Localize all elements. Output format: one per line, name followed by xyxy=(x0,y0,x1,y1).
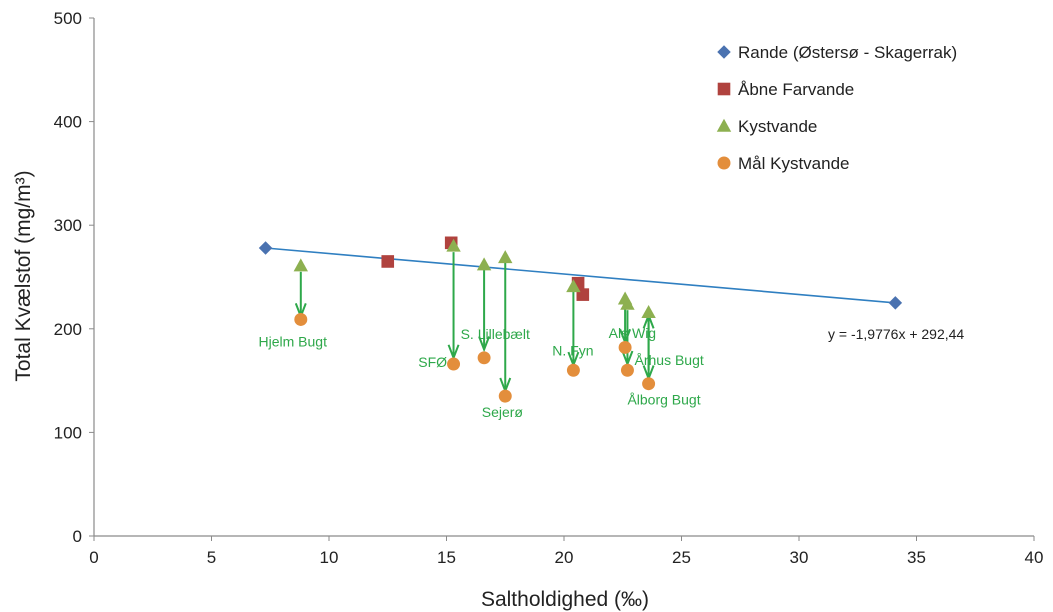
x-tick-label: 30 xyxy=(790,548,809,567)
data-point-circle xyxy=(566,363,580,377)
data-point-circle xyxy=(498,389,512,403)
legend: Rande (Østersø - Skagerrak) Åbne Farvande… xyxy=(716,43,957,173)
y-tick-label: 300 xyxy=(54,216,82,235)
data-point-triangle xyxy=(446,238,461,252)
data-point-circle xyxy=(620,363,634,377)
x-tick-label: 0 xyxy=(89,548,98,567)
data-point-circle xyxy=(642,377,656,391)
x-tick-label: 25 xyxy=(672,548,691,567)
data-point-circle xyxy=(294,312,308,326)
site-labels: Hjelm Bugt SFØ S. Lillebælt Sejerø N. Fyn Als… xyxy=(259,325,704,420)
data-point-diamond xyxy=(888,296,903,310)
arrow-group xyxy=(301,252,649,391)
site-label: SFØ xyxy=(418,354,447,370)
site-label: N. Fyn xyxy=(552,343,593,359)
y-tick-label: 100 xyxy=(54,423,82,442)
legend-label: Åbne Farvande xyxy=(738,80,854,99)
y-tick-label: 200 xyxy=(54,320,82,339)
data-point-circle xyxy=(477,351,491,365)
trendline-equation: y = -1,9776x + 292,44 xyxy=(828,326,964,342)
x-tick-label: 5 xyxy=(207,548,216,567)
x-tick-label: 40 xyxy=(1025,548,1044,567)
trendline xyxy=(265,247,896,304)
site-label: Sejerø xyxy=(482,404,524,420)
data-point-triangle xyxy=(641,305,656,318)
site-label: S. Lillebælt xyxy=(461,326,530,342)
site-label: Als Wig xyxy=(609,325,656,341)
x-tick-label: 15 xyxy=(437,548,456,567)
site-label: Hjelm Bugt xyxy=(259,333,328,349)
data-point-triangle xyxy=(566,279,581,293)
legend-marker-square xyxy=(717,82,731,96)
data-points xyxy=(258,236,903,403)
y-axis-title: Total Kvælstof (mg/m³) xyxy=(12,170,35,381)
x-axis-title: Saltholdighed (‰) xyxy=(481,588,649,611)
data-point-triangle xyxy=(476,257,492,271)
data-point-triangle xyxy=(620,296,635,310)
data-point-square xyxy=(381,255,395,268)
plot-axes xyxy=(93,18,1034,537)
data-point-triangle xyxy=(293,258,308,272)
legend-label: Rande (Østersø - Skagerrak) xyxy=(738,43,957,62)
site-label: Århus Bugt xyxy=(635,352,704,368)
y-tick-label: 500 xyxy=(54,9,82,28)
x-tick-label: 20 xyxy=(555,548,574,567)
legend-marker-diamond xyxy=(717,45,731,59)
x-tick-label: 35 xyxy=(907,548,926,567)
legend-marker-circle xyxy=(717,156,731,170)
trendline-group xyxy=(265,247,896,304)
y-tick-label: 400 xyxy=(54,113,82,132)
legend-marker-triangle xyxy=(716,118,732,132)
x-tick-label: 10 xyxy=(320,548,339,567)
legend-label: Mål Kystvande xyxy=(738,154,850,173)
data-point-circle xyxy=(447,357,461,371)
site-label: Ålborg Bugt xyxy=(627,391,700,407)
data-point-diamond xyxy=(258,241,273,255)
data-point-triangle xyxy=(498,250,513,264)
y-tick-label: 0 xyxy=(73,527,82,546)
data-point-circle xyxy=(618,340,632,354)
legend-label: Kystvande xyxy=(738,117,817,136)
